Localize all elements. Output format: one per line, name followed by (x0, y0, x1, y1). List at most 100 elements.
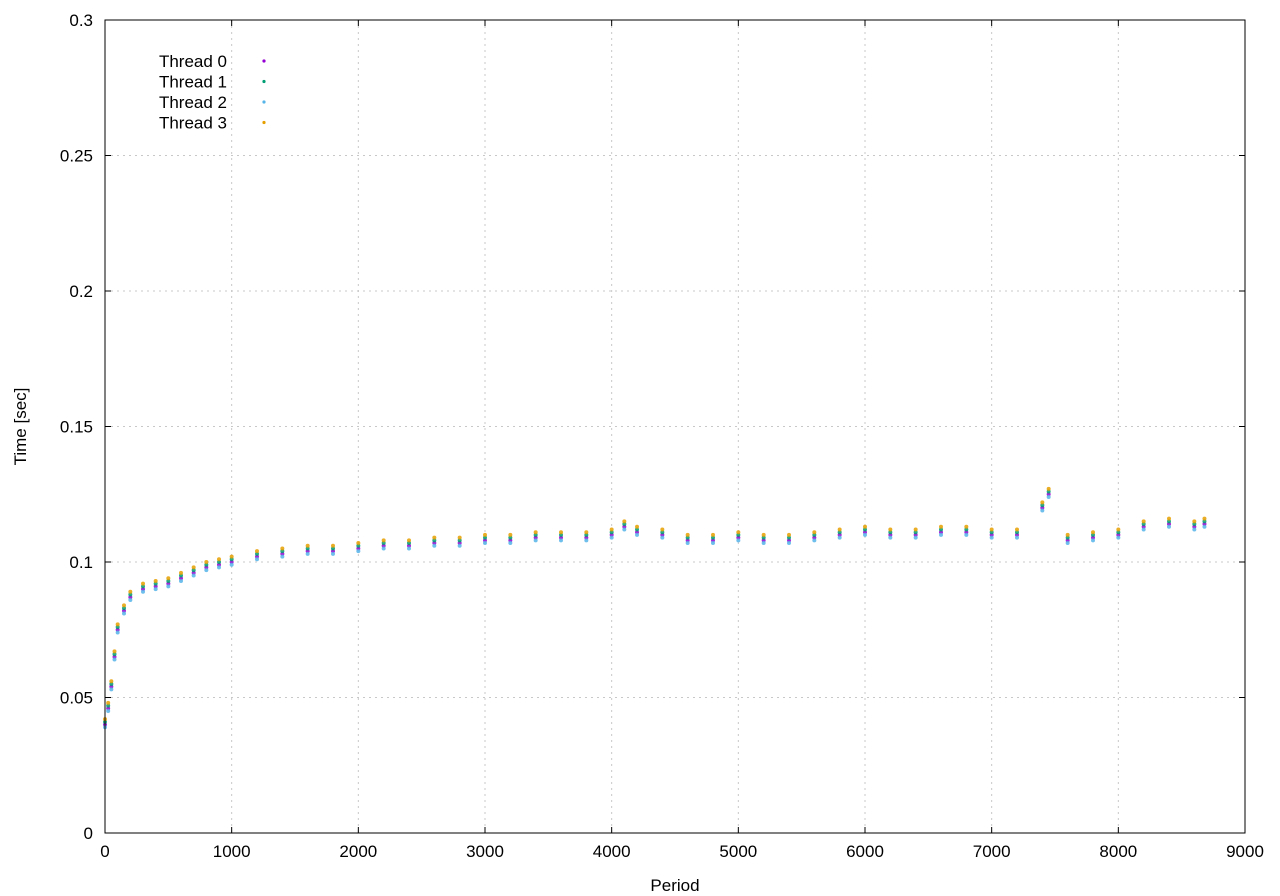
data-point (660, 527, 665, 532)
y-tick-label: 0.1 (69, 553, 93, 572)
data-point (964, 532, 969, 537)
y-tick-label: 0.25 (60, 147, 93, 166)
data-point (106, 709, 111, 714)
data-point (109, 679, 114, 684)
data-point (1167, 524, 1171, 529)
data-point (1091, 538, 1095, 543)
x-tick-label: 6000 (846, 842, 884, 861)
data-point (1065, 532, 1070, 537)
data-point (609, 527, 614, 532)
data-point (432, 543, 437, 548)
data-point (407, 546, 411, 551)
data-point (255, 557, 259, 562)
data-point (179, 570, 183, 575)
y-tick-label: 0 (84, 824, 93, 843)
x-tick-label: 8000 (1099, 842, 1137, 861)
data-point (939, 524, 943, 529)
grid (105, 20, 1245, 833)
data-point (1091, 530, 1095, 535)
data-point (1141, 519, 1146, 524)
data-point (559, 538, 563, 543)
data-point (106, 700, 111, 705)
data-point (761, 532, 766, 537)
series-points (103, 494, 1207, 730)
data-point (1202, 516, 1207, 521)
x-tick-label: 5000 (719, 842, 757, 861)
data-point (457, 543, 462, 548)
data-point (191, 573, 196, 578)
data-point (1192, 527, 1197, 532)
data-point (989, 527, 994, 532)
x-tick-label: 4000 (593, 842, 631, 861)
data-point (635, 524, 639, 529)
data-points (103, 486, 1207, 730)
data-point (407, 538, 411, 543)
data-point (356, 541, 361, 546)
data-point (711, 541, 715, 546)
data-point (913, 527, 918, 532)
data-point (381, 546, 386, 551)
data-point (812, 538, 817, 543)
data-point (217, 557, 221, 562)
data-point (863, 524, 867, 529)
data-point (280, 546, 285, 551)
data-point (483, 541, 487, 546)
data-point (736, 530, 741, 535)
data-point (711, 532, 715, 537)
data-point (1141, 527, 1146, 532)
data-point (508, 541, 513, 546)
data-point (381, 538, 386, 543)
data-point (122, 603, 126, 608)
data-point (533, 530, 538, 535)
legend-marker (262, 100, 266, 104)
data-point (166, 584, 171, 589)
data-point (913, 535, 918, 540)
legend-marker (262, 79, 266, 84)
data-point (787, 541, 791, 546)
x-tick-label: 3000 (466, 842, 504, 861)
data-point (115, 630, 120, 635)
data-point (280, 554, 285, 559)
data-point (122, 611, 126, 616)
data-point (217, 565, 221, 570)
data-point (1192, 519, 1197, 524)
data-point (533, 538, 538, 543)
data-point (837, 527, 842, 532)
data-point (229, 562, 234, 567)
x-tick-label: 2000 (339, 842, 377, 861)
data-point (1167, 516, 1171, 521)
data-point (457, 535, 462, 540)
data-point (141, 589, 145, 594)
data-point (331, 551, 335, 556)
data-point (255, 549, 259, 554)
x-tick-label: 9000 (1226, 842, 1264, 861)
data-point (939, 532, 943, 537)
data-point (584, 538, 589, 543)
x-tick-label: 0 (100, 842, 109, 861)
data-point (1015, 527, 1019, 532)
data-point (1065, 541, 1070, 546)
data-point (153, 578, 158, 583)
data-point (863, 532, 867, 537)
x-tick-label: 1000 (213, 842, 251, 861)
data-point (112, 657, 117, 662)
data-point (1040, 508, 1045, 513)
data-point (559, 530, 563, 535)
data-point (204, 560, 209, 564)
data-point (888, 535, 893, 540)
data-point (179, 578, 183, 583)
legend-marker (262, 120, 266, 125)
data-point (109, 687, 114, 692)
y-tick-label: 0.3 (69, 11, 93, 30)
data-point (1040, 500, 1045, 505)
series-points (103, 486, 1207, 722)
data-point (812, 530, 817, 535)
data-point (622, 527, 627, 532)
legend-label: Thread 2 (159, 93, 227, 112)
legend-label: Thread 3 (159, 114, 227, 133)
data-point (989, 535, 994, 540)
legend-marker (262, 59, 266, 63)
